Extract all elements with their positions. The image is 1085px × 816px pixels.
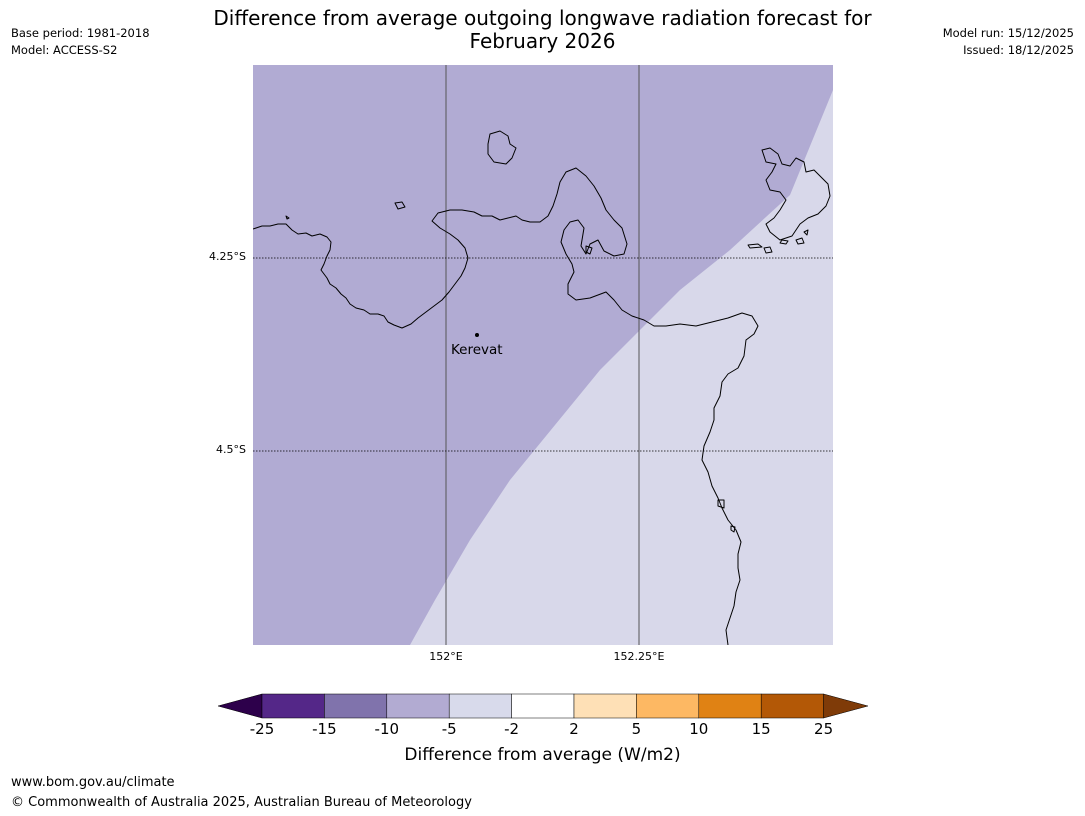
colorbar xyxy=(217,693,869,719)
colorbar-bin-1 xyxy=(261,693,325,719)
coastline-small-island-west xyxy=(394,201,406,210)
colorbar-bin-4 xyxy=(448,693,512,719)
colorbar-bin-8 xyxy=(698,693,762,719)
coastline-islet xyxy=(285,215,290,220)
model-name: Model: ACCESS-S2 xyxy=(11,43,118,57)
lat-label-4-5s: 4.5°S xyxy=(216,443,246,456)
place-label-kerevat: Kerevat xyxy=(451,342,503,358)
coastline-northern-island xyxy=(487,130,517,165)
coastline-peninsula-east xyxy=(761,147,831,241)
colorbar-tick: 15 xyxy=(751,720,771,738)
title-line-1: Difference from average outgoing longwav… xyxy=(213,6,872,30)
colorbar-tick: 10 xyxy=(689,720,709,738)
colorbar-bin-2 xyxy=(324,693,388,719)
coastline-islet-east-c xyxy=(779,239,789,245)
coastline-islet-east-a xyxy=(747,243,763,249)
colorbar-tick: -15 xyxy=(312,720,337,738)
kerevat-marker xyxy=(475,333,479,337)
model-run: Model run: 15/12/2025 xyxy=(942,26,1074,40)
colorbar-tick: 5 xyxy=(631,720,642,738)
coastline-islet-east-b xyxy=(763,246,773,254)
colorbar-tick: -25 xyxy=(249,720,275,738)
colorbar-tick: -10 xyxy=(374,720,400,738)
colorbar-bin-9 xyxy=(760,693,824,719)
coastline-islet-south-a xyxy=(717,499,725,509)
lon-label-152-25e: 152.25°E xyxy=(613,650,665,663)
coastline-main xyxy=(253,167,759,645)
colorbar-bin-6 xyxy=(573,693,637,719)
title-line-2: February 2026 xyxy=(469,29,616,53)
anomaly-region-darker xyxy=(253,65,833,645)
colorbar-bin-3 xyxy=(386,693,450,719)
coastline-islet-east-d xyxy=(795,237,805,245)
chart-title: Difference from average outgoing longwav… xyxy=(190,7,895,53)
colorbar-title: Difference from average (W/m2) xyxy=(404,745,681,765)
issued-date: Issued: 18/12/2025 xyxy=(963,43,1074,57)
colorbar-extend-low xyxy=(217,693,263,719)
colorbar-tick: -5 xyxy=(441,720,457,738)
colorbar-tick-labels: -25 -15 -10 -5 -2 2 5 10 15 25 xyxy=(0,720,1085,740)
colorbar-tick: 25 xyxy=(814,720,834,738)
lon-label-152e: 152°E xyxy=(429,650,463,663)
colorbar-tick: 2 xyxy=(569,720,579,738)
colorbar-bin-7 xyxy=(636,693,700,719)
colorbar-bin-5 xyxy=(511,693,575,719)
lat-label-4-25s: 4.25°S xyxy=(209,250,246,263)
coastline-islet-inner-a xyxy=(585,245,593,255)
coastline-islet-east-e xyxy=(803,229,809,236)
footer-copyright: © Commonwealth of Australia 2025, Austra… xyxy=(11,795,472,810)
coastline-islet-south-b xyxy=(730,525,736,533)
base-period: Base period: 1981-2018 xyxy=(11,26,150,40)
colorbar-extend-high xyxy=(823,693,869,719)
meta-right: Model run: 15/12/2025 Issued: 18/12/2025 xyxy=(943,25,1074,59)
footer-website: www.bom.gov.au/climate xyxy=(11,775,175,790)
colorbar-tick: -2 xyxy=(504,720,520,738)
meta-left: Base period: 1981-2018 Model: ACCESS-S2 xyxy=(11,25,150,59)
